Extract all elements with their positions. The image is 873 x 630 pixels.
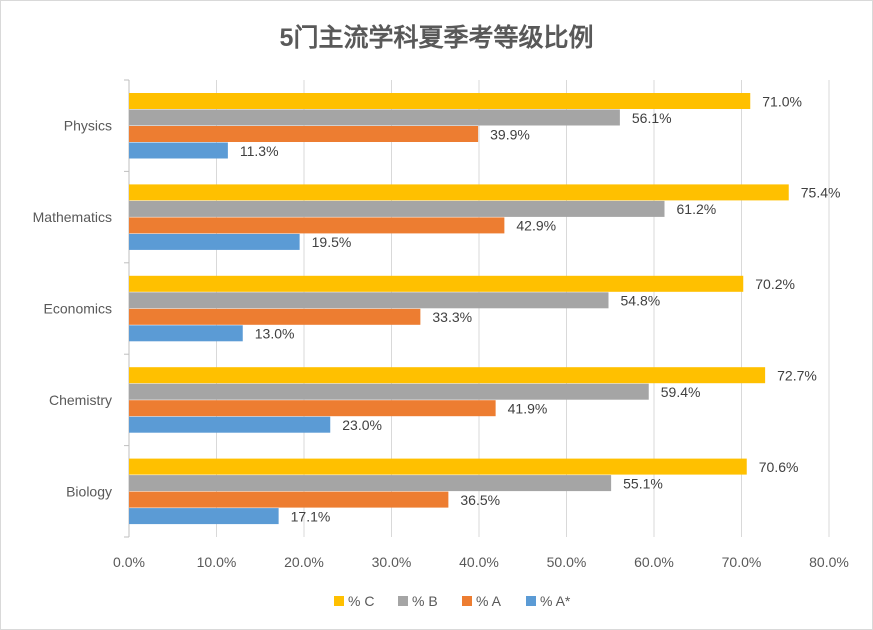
data-label: 55.1%	[623, 475, 663, 491]
bar	[129, 275, 744, 292]
bar	[129, 416, 331, 433]
chart-title: 5门主流学科夏季考等级比例	[279, 24, 594, 52]
x-tick-label: 80.0%	[809, 554, 849, 570]
data-label: 75.4%	[801, 185, 841, 201]
bar	[129, 200, 665, 217]
data-label: 13.0%	[255, 326, 295, 342]
data-label: 56.1%	[632, 110, 672, 126]
data-label: 41.9%	[508, 400, 548, 416]
data-label: 71.0%	[762, 93, 802, 109]
bar	[129, 508, 279, 525]
data-label: 17.1%	[291, 508, 331, 524]
legend-label: % A	[476, 593, 502, 609]
bar	[129, 126, 479, 142]
data-label: 70.2%	[755, 276, 795, 292]
bar	[129, 142, 228, 159]
data-label: 39.9%	[490, 126, 530, 142]
bar	[129, 233, 300, 250]
category-label: Physics	[64, 118, 112, 134]
category-label: Chemistry	[49, 392, 112, 408]
x-tick-label: 40.0%	[459, 554, 499, 570]
bar	[129, 184, 789, 201]
x-tick-label: 70.0%	[722, 554, 762, 570]
bar	[129, 109, 620, 126]
data-label: 42.9%	[516, 218, 556, 234]
bar	[129, 383, 649, 400]
legend-swatch	[526, 596, 536, 606]
data-label: 72.7%	[777, 367, 817, 383]
data-label: 11.3%	[240, 143, 279, 159]
category-label: Economics	[44, 301, 112, 317]
x-tick-label: 50.0%	[547, 554, 587, 570]
legend-label: % B	[412, 593, 438, 609]
bar	[129, 491, 449, 508]
x-tick-label: 20.0%	[284, 554, 324, 570]
data-label: 36.5%	[460, 492, 500, 508]
bar	[129, 308, 421, 325]
data-label: 19.5%	[312, 234, 352, 250]
legend-swatch	[334, 596, 344, 606]
data-label: 59.4%	[661, 384, 701, 400]
bar	[129, 93, 751, 109]
bar	[129, 458, 747, 475]
legend-label: % A*	[540, 593, 571, 609]
data-label: 70.6%	[759, 459, 799, 475]
bar	[129, 292, 609, 309]
bar	[129, 475, 612, 492]
bar	[129, 400, 496, 417]
data-label: 33.3%	[432, 309, 472, 325]
category-label: Mathematics	[33, 209, 112, 225]
x-tick-label: 10.0%	[197, 554, 237, 570]
legend-swatch	[462, 596, 472, 606]
data-label: 61.2%	[677, 201, 717, 217]
legend-label: % C	[348, 593, 374, 609]
category-label: Biology	[66, 483, 112, 499]
data-label: 23.0%	[342, 417, 382, 433]
legend-swatch	[398, 596, 408, 606]
x-tick-label: 30.0%	[372, 554, 412, 570]
bar	[129, 325, 243, 342]
x-tick-label: 0.0%	[113, 554, 145, 570]
bar	[129, 367, 766, 384]
bar	[129, 217, 505, 234]
x-tick-label: 60.0%	[634, 554, 674, 570]
data-label: 54.8%	[621, 293, 661, 309]
